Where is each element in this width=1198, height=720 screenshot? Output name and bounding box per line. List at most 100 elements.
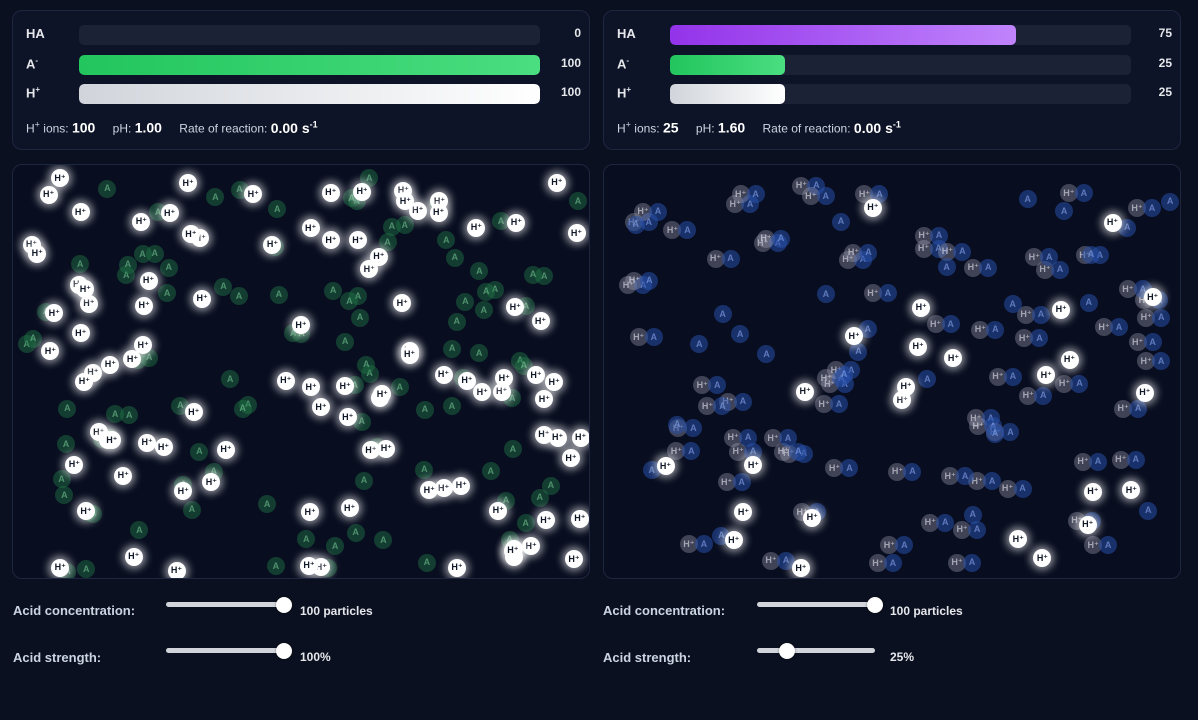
h-ion-particle: H⁺ [123,350,142,369]
h-ion-particle: H⁺ [791,559,810,578]
ha-particle: H⁺ [663,221,682,240]
a-label: A- [26,56,39,72]
a-ion-particle: A [986,424,1005,443]
stats-line: H+ ions: 100 pH: 1.00 Rate of reaction: … [26,119,318,136]
ha-particle: H⁺ [1137,308,1156,327]
slider-thumb[interactable] [276,597,292,613]
ha-particle: H⁺ [1111,450,1130,469]
h-ion-particle: H⁺ [1135,383,1154,402]
ha-particle: H⁺ [888,462,907,481]
strength-slider[interactable] [166,641,292,661]
a-ion-particle: A [721,249,740,268]
slider-thumb[interactable] [867,597,883,613]
a-ion-particle: A [230,180,249,199]
ha-particle: H⁺ [953,520,972,539]
a-ion-particle: A [983,472,1002,491]
ha-particle: H⁺ [938,242,957,261]
a-ion-particle: A [644,328,663,347]
a-ion-particle: A [840,459,859,478]
a-ion-particle: A [986,320,1005,339]
ha-particle: H⁺ [731,185,750,204]
a-ion-particle: A [626,215,645,234]
ha-particle: H⁺ [915,226,934,245]
a-ion-particle: A [390,378,409,397]
a-ion-particle: A [1139,501,1158,520]
h-ion-particle: H⁺ [1037,366,1056,385]
ha-particle: H⁺ [1025,248,1044,267]
h-ion-particle: H⁺ [51,558,70,577]
ha-particle: H⁺ [724,428,743,447]
a-ion-particle: A [352,412,371,431]
h-ion-particle: H⁺ [408,201,427,220]
h-ion-particle: H⁺ [373,385,392,404]
a-ion-particle: A [71,255,90,274]
h-ion-particle: H⁺ [547,173,566,192]
stats-line: H+ ions: 25 pH: 1.60 Rate of reaction: 0… [617,119,901,136]
a-ion-particle: A [206,188,225,207]
a-ion-particle: A [1143,199,1161,217]
strength-value: 100% [300,650,331,664]
a-ion-particle: A [117,266,136,285]
a-bar-row: A- 100 [26,54,581,76]
a-ion-particle: A [52,470,71,489]
h-ion-particle: H⁺ [912,298,931,317]
h-ion-particle: H⁺ [545,373,564,392]
h-label: H+ [26,85,41,101]
slider-track[interactable] [166,648,284,653]
h-ion-particle: H⁺ [167,561,186,578]
a-ion-particle: A [1001,423,1020,442]
h-ion-particle: H⁺ [1103,213,1122,232]
a-ion-particle: A [739,428,758,447]
concentration-slider[interactable] [757,595,883,615]
a-ion-particle: A [182,500,201,519]
h-ion-particle: H⁺ [897,377,916,396]
a-ion-particle: A [106,405,125,424]
ph-value: 1.60 [717,119,746,136]
slider-thumb[interactable] [276,643,292,659]
slider-track[interactable] [757,602,875,607]
h-ion-particle: H⁺ [124,547,143,566]
slider-track[interactable] [166,602,284,607]
a-ion-particle: A [77,560,96,578]
ha-particle: H⁺ [825,459,844,478]
a-ion-particle: A [442,397,461,416]
a-ion-particle: A [684,419,703,438]
rate-value: 0.00 s-1 [853,119,901,136]
h-ion-particle: H⁺ [863,198,882,217]
h-ion-particle: H⁺ [535,390,554,409]
h-ion-particle: H⁺ [396,192,415,211]
ha-particle: H⁺ [729,442,748,461]
a-ion-particle: A [336,332,355,351]
strength-slider[interactable] [757,641,875,661]
h-ion-particle: H⁺ [301,503,320,522]
a-ion-particle: A [1088,452,1107,471]
ha-particle: H⁺ [880,536,899,555]
h-ion-particle: H⁺ [1083,482,1102,501]
h-ion-particle: H⁺ [845,327,864,346]
concentration-slider[interactable] [166,595,292,615]
a-ion-particle: A [258,495,277,514]
slider-track[interactable] [757,648,875,653]
ha-particle: H⁺ [763,429,782,448]
ha-particle: H⁺ [1094,318,1113,337]
h-ion-particle: H⁺ [181,225,200,244]
a-ion-particle: A [57,435,76,454]
a-ion-particle: A [340,292,359,311]
a-ion-particle: A [382,217,401,236]
h-ion-particle: H⁺ [536,511,555,530]
a-ion-particle: A [962,553,981,572]
h-label: H+ [617,85,632,101]
a-ion-particle: A [1152,308,1171,327]
a-ion-particle: A [351,308,370,327]
a-ion-particle: A [956,467,975,486]
ha-particle: H⁺ [801,187,820,206]
strength-value: 25% [890,650,915,664]
h-ion-particle: H⁺ [184,403,203,422]
h-ion-particle: H⁺ [473,383,492,402]
a-ion-particle: A [17,335,36,354]
h-ion-particle: H⁺ [76,280,95,299]
h-ion-particle: H⁺ [348,231,367,250]
slider-thumb[interactable] [778,643,795,659]
a-ion-particle: A [895,536,914,555]
a-ion-particle: A [470,262,489,281]
